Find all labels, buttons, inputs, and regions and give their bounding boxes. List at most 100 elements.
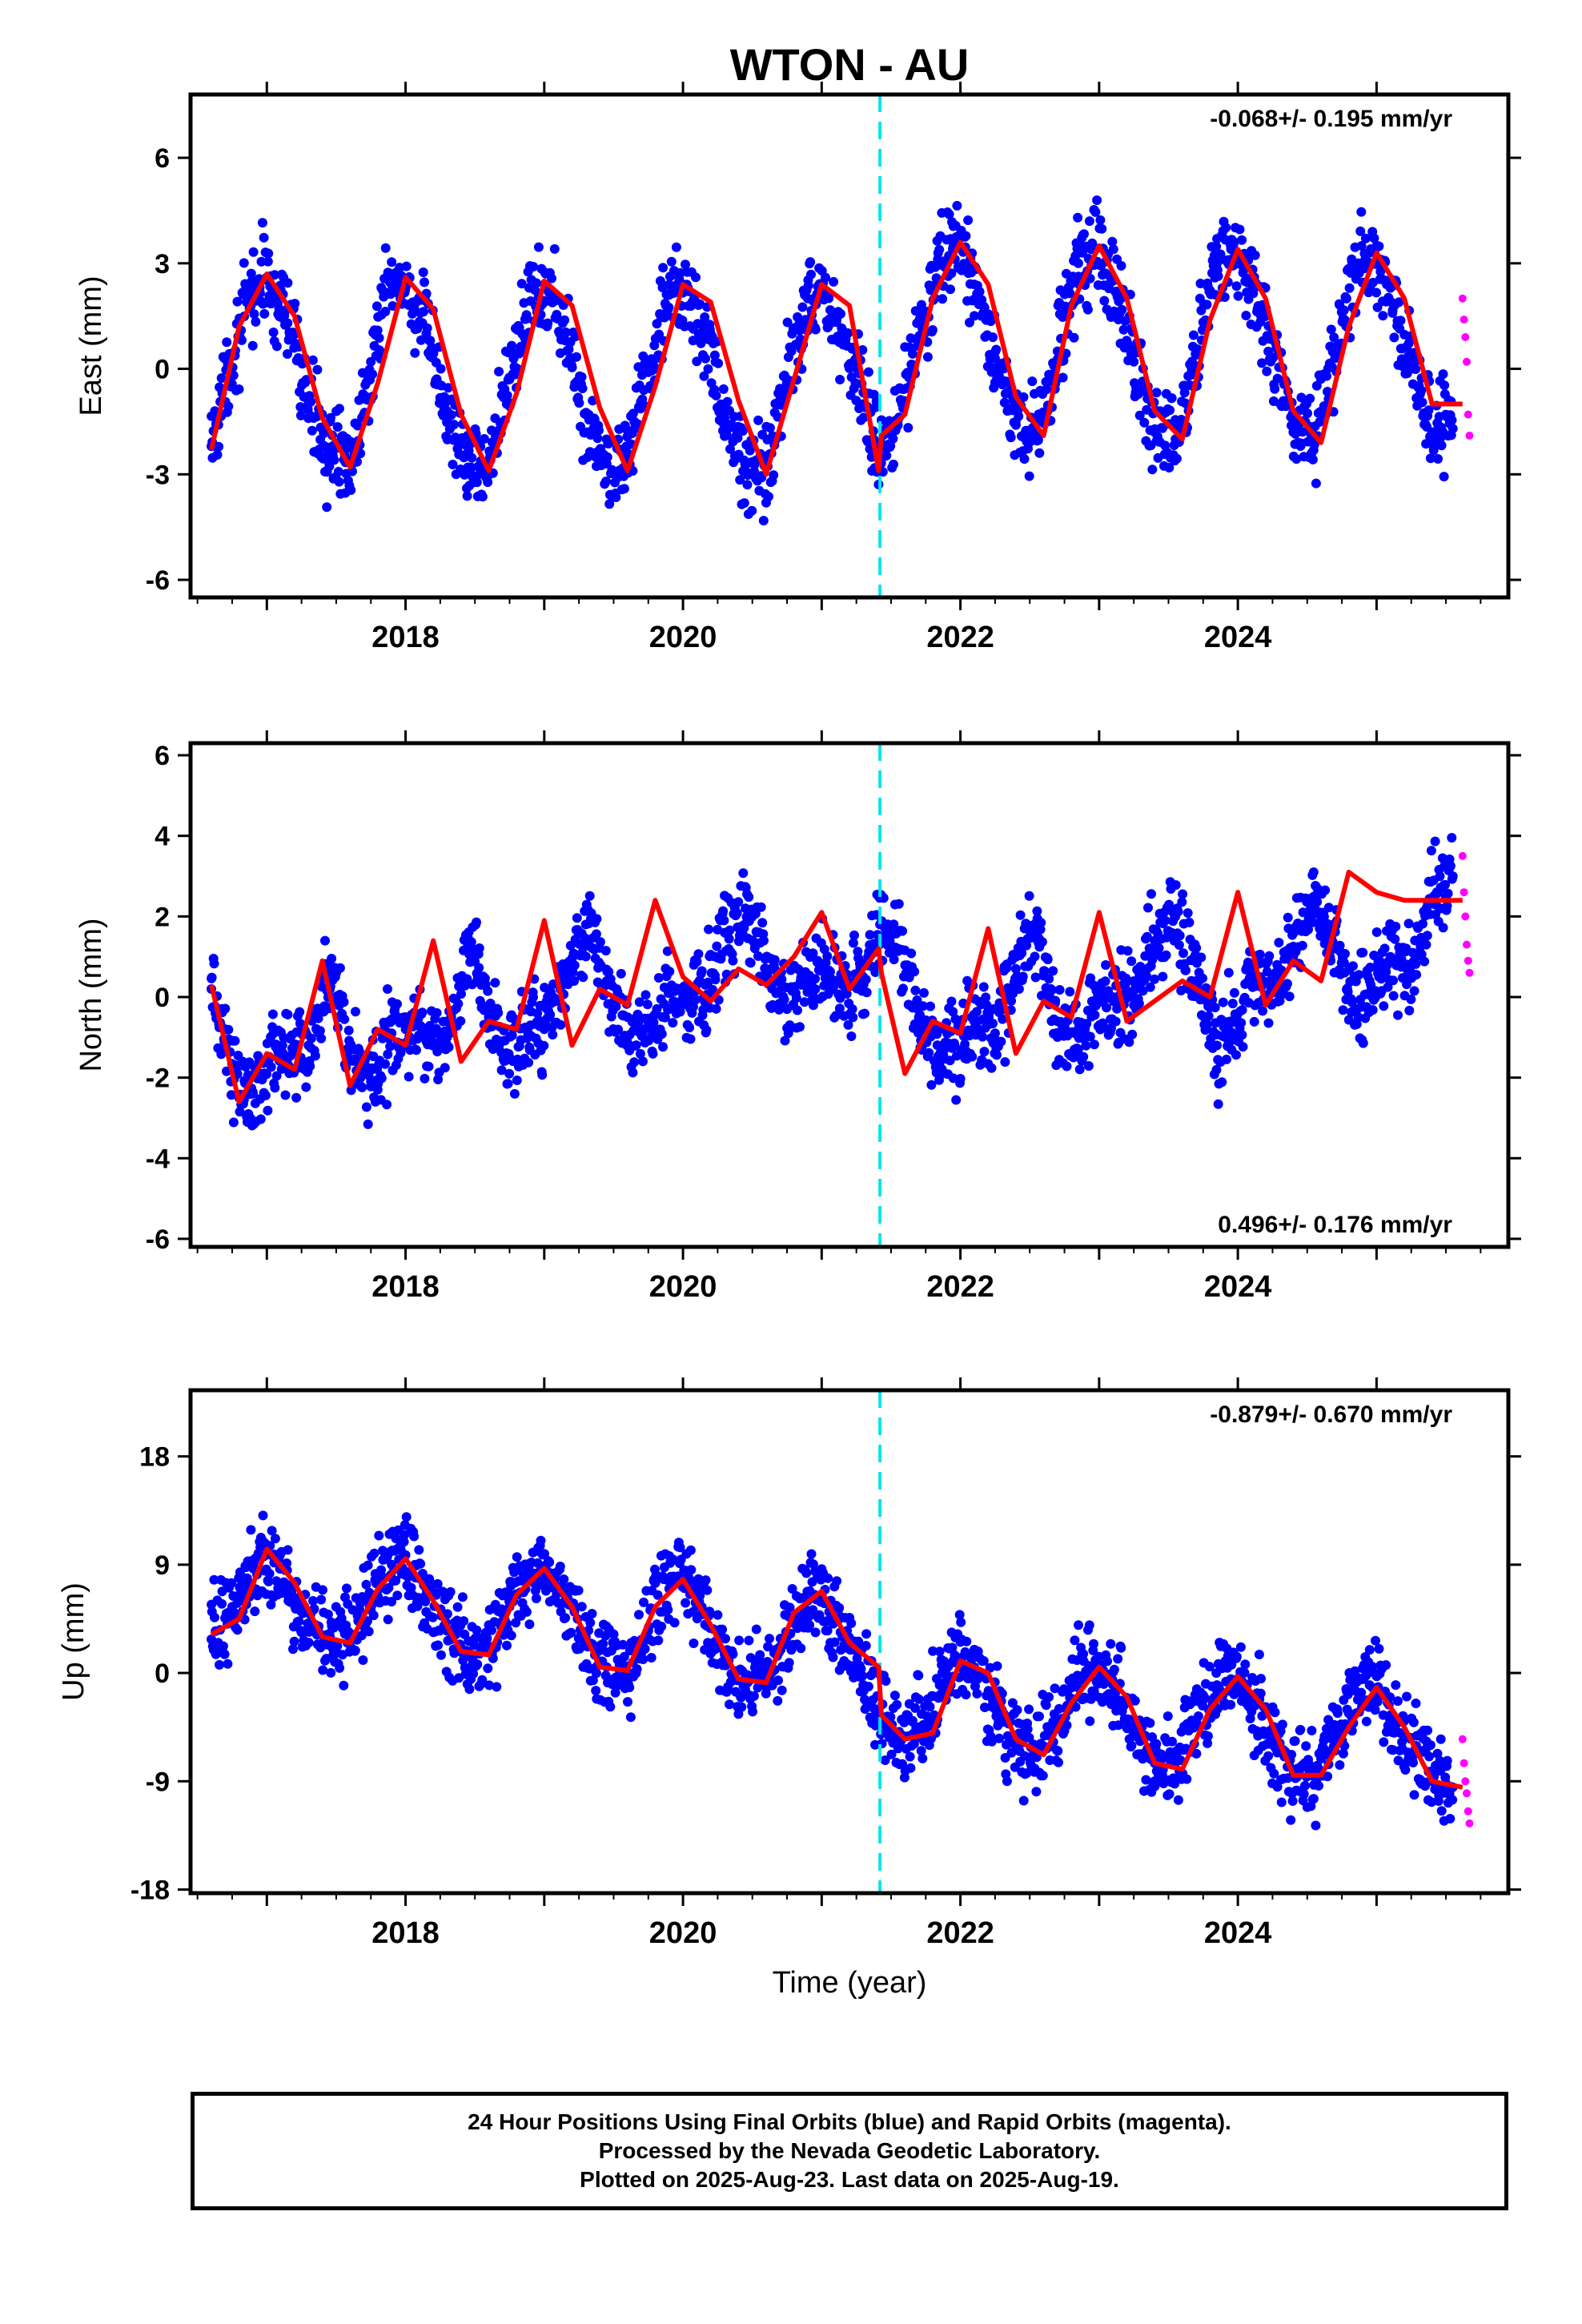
- east-data-point: [1073, 258, 1083, 268]
- north-final-orbit-point: [849, 930, 859, 940]
- east-final-orbit-point: [232, 296, 243, 307]
- north-x-tick-label: 2020: [649, 1270, 717, 1304]
- east-final-orbit-point: [1291, 454, 1302, 464]
- north-final-orbit-point: [569, 976, 580, 986]
- north-final-orbit-point: [693, 949, 704, 959]
- east-final-orbit-point: [307, 425, 317, 436]
- east-final-orbit-point: [692, 356, 702, 367]
- east-final-orbit-point: [567, 362, 577, 372]
- east-final-orbit-point: [753, 415, 764, 425]
- east-final-orbit-point: [974, 287, 985, 297]
- north-final-orbit-point: [220, 1003, 231, 1014]
- north-final-orbit-point: [1062, 1061, 1072, 1072]
- north-data-point: [1073, 1044, 1083, 1055]
- east-final-orbit-point: [576, 372, 587, 382]
- up-final-orbit-point: [861, 1629, 872, 1639]
- north-final-orbit-point: [1036, 918, 1046, 928]
- north-final-orbit-point: [592, 914, 602, 924]
- north-final-orbit-point: [1174, 940, 1184, 950]
- north-final-orbit-point: [660, 1012, 670, 1023]
- north-final-orbit-point: [1100, 976, 1110, 987]
- east-final-orbit-point: [829, 276, 839, 287]
- east-final-orbit-point: [739, 498, 749, 509]
- east-final-orbit-point: [782, 317, 793, 328]
- north-final-orbit-point: [822, 951, 833, 962]
- up-final-orbit-point: [374, 1530, 384, 1541]
- north-final-orbit-point: [795, 1022, 805, 1032]
- up-final-orbit-point: [656, 1622, 667, 1631]
- north-final-orbit-point: [339, 1014, 350, 1024]
- north-final-orbit-point: [1143, 903, 1153, 913]
- north-final-orbit-point: [320, 935, 330, 946]
- north-final-orbit-point: [260, 1090, 271, 1100]
- north-final-orbit-points: [207, 833, 1458, 1131]
- north-final-orbit-point: [793, 1005, 802, 1015]
- north-final-orbit-point: [1150, 974, 1159, 984]
- east-final-orbit-point: [1270, 384, 1280, 394]
- north-final-orbit-point: [759, 935, 769, 946]
- north-final-orbit-point: [1223, 967, 1234, 978]
- up-final-orbit-point: [223, 1659, 233, 1669]
- east-rapid-orbit-point: [1465, 432, 1474, 440]
- north-final-orbit-point: [1037, 937, 1047, 947]
- east-final-orbit-point: [1042, 384, 1052, 395]
- east-final-orbit-point: [1095, 215, 1106, 225]
- north-final-orbit-point: [1042, 955, 1053, 965]
- north-final-orbit-point: [1393, 1010, 1403, 1020]
- north-final-orbit-point: [847, 1004, 857, 1014]
- north-final-orbit-point: [392, 999, 402, 1009]
- north-y-tick-label: -2: [146, 1063, 170, 1094]
- east-final-orbit-point: [1188, 330, 1199, 340]
- north-final-orbit-point: [1048, 966, 1058, 976]
- up-final-orbit-point: [452, 1602, 463, 1612]
- up-final-orbit-point: [536, 1535, 546, 1546]
- east-data-point: [1226, 244, 1236, 255]
- north-final-orbit-point: [305, 1061, 315, 1072]
- north-final-orbit-point: [846, 1031, 857, 1041]
- north-data-point: [741, 903, 751, 914]
- up-final-orbit-point: [436, 1650, 446, 1660]
- up-final-orbit-point: [934, 1647, 945, 1657]
- north-data-point: [817, 963, 827, 974]
- north-final-orbit-point: [1282, 979, 1292, 989]
- east-final-orbit-point: [988, 332, 998, 343]
- east-final-orbit-point: [355, 448, 366, 459]
- up-final-orbit-point: [638, 1655, 648, 1664]
- east-final-orbit-point: [1082, 304, 1093, 315]
- north-final-orbit-point: [1182, 908, 1193, 919]
- east-final-orbit-point: [1221, 223, 1231, 233]
- east-final-orbit-point: [259, 308, 270, 319]
- up-final-orbit-point: [646, 1653, 656, 1663]
- east-final-orbit-point: [257, 218, 267, 228]
- east-data-point: [1191, 350, 1202, 360]
- north-data-point: [990, 1028, 1000, 1039]
- east-rapid-orbit-points: [1458, 294, 1474, 440]
- east-x-tick-label: 2024: [1204, 621, 1272, 654]
- east-final-orbit-point: [1006, 432, 1016, 443]
- east-data-point: [741, 465, 751, 476]
- east-final-orbit-point: [352, 420, 363, 431]
- up-final-orbit-point: [917, 1753, 928, 1763]
- east-final-orbit-point: [335, 404, 344, 414]
- north-final-orbit-point: [503, 1079, 513, 1089]
- north-final-orbit-point: [1403, 919, 1414, 929]
- north-final-orbit-point: [1409, 986, 1419, 996]
- north-final-orbit-point: [1222, 1054, 1231, 1064]
- up-final-orbit-point: [283, 1545, 293, 1555]
- east-data-point: [1447, 424, 1458, 434]
- north-final-orbit-point: [996, 1036, 1006, 1047]
- north-final-orbit-point: [870, 967, 881, 977]
- up-final-orbit-point: [289, 1636, 299, 1647]
- north-plot-area: [207, 743, 1474, 1247]
- east-final-orbit-points: [207, 195, 1458, 526]
- north-final-orbit-point: [335, 963, 345, 973]
- north-rapid-orbit-point: [1463, 940, 1471, 949]
- east-final-orbit-point: [533, 242, 544, 252]
- east-final-orbit-point: [1250, 250, 1260, 260]
- east-final-orbit-point: [387, 257, 397, 267]
- east-data-point: [601, 459, 612, 469]
- east-final-orbit-point: [1108, 244, 1118, 255]
- east-final-orbit-point: [1371, 287, 1382, 298]
- north-data-point: [1309, 891, 1319, 902]
